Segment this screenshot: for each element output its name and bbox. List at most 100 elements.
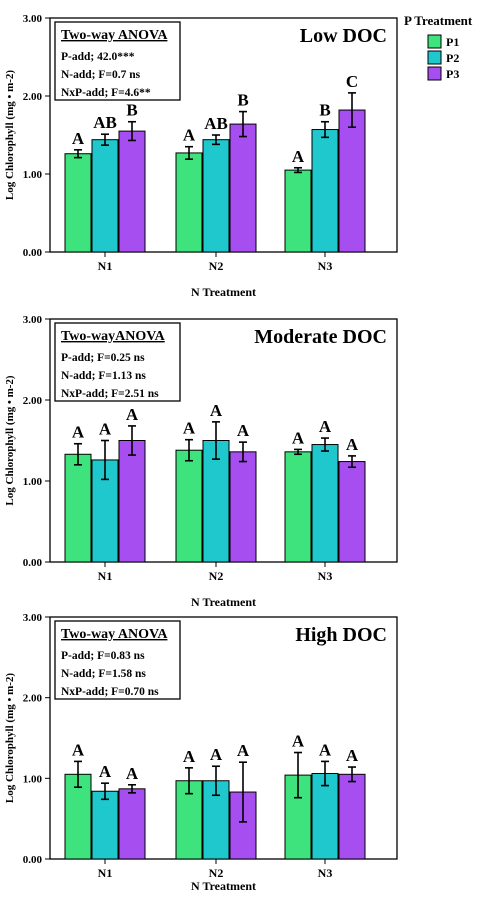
x-tick-label: N3 bbox=[318, 259, 333, 273]
y-tick-label: 0.00 bbox=[23, 557, 43, 569]
anova-line: N-add; F=1.58 ns bbox=[61, 668, 146, 680]
anova-box bbox=[54, 21, 181, 101]
anova-line: NxP-add; F=4.6** bbox=[61, 87, 151, 99]
bar-p3-n3 bbox=[338, 461, 366, 563]
anova-line: P-add; F=0.25 ns bbox=[61, 352, 145, 364]
significance-letter: A bbox=[72, 129, 85, 148]
bar-p2-n2 bbox=[202, 440, 230, 563]
anova-line: N-add; F=1.13 ns bbox=[61, 370, 146, 382]
bar-p2-n1 bbox=[91, 139, 119, 253]
y-axis-label: Log Chlorophyll (mg • m-2) bbox=[4, 70, 16, 200]
anova-line: N-add; F=0.7 ns bbox=[61, 69, 141, 81]
significance-letter: A bbox=[346, 435, 359, 454]
y-tick-label: 2.00 bbox=[23, 693, 43, 705]
chart-panel-1: 0.00 1.00 2.00 3.00 Log Chlorophyll (mg • m-… bbox=[4, 13, 398, 299]
x-tick-label: N1 bbox=[98, 866, 113, 880]
legend-swatch-p3 bbox=[427, 66, 442, 81]
chart-title: High DOC bbox=[295, 624, 387, 646]
bar-p3-n3 bbox=[338, 773, 366, 860]
bar-p3-n3 bbox=[338, 109, 366, 253]
legend-title: P Treatment bbox=[404, 13, 473, 28]
bar-p3-n1 bbox=[118, 130, 146, 253]
legend: P Treatment P1 P2 P3 bbox=[404, 13, 473, 81]
x-tick-label: N2 bbox=[209, 866, 224, 880]
significance-letter: B bbox=[237, 91, 248, 110]
x-tick-label: N3 bbox=[318, 866, 333, 880]
significance-letter: A bbox=[237, 741, 250, 760]
anova-box bbox=[54, 620, 181, 700]
significance-letter: A bbox=[183, 747, 196, 766]
bar-p1-n2 bbox=[175, 152, 203, 253]
anova-line: P-add; 42.0*** bbox=[61, 51, 135, 63]
bar-p1-n1 bbox=[64, 773, 92, 860]
x-tick-label: N2 bbox=[209, 259, 224, 273]
significance-letter: A bbox=[292, 147, 305, 166]
significance-letter: A bbox=[183, 126, 196, 145]
x-tick-label: N1 bbox=[98, 569, 113, 583]
bar-p3-n1 bbox=[118, 440, 146, 563]
bar-p3-n1 bbox=[118, 788, 146, 860]
anova-line: P-add; F=0.83 ns bbox=[61, 650, 145, 662]
bar-p1-n1 bbox=[64, 153, 92, 253]
bar-p2-n3 bbox=[311, 444, 339, 563]
x-tick-label: N1 bbox=[98, 259, 113, 273]
bar-p3-n2 bbox=[229, 123, 257, 253]
chart-title: Moderate DOC bbox=[254, 326, 387, 348]
significance-letter: A bbox=[210, 745, 223, 764]
bar-p2-n1 bbox=[91, 790, 119, 860]
bar-p2-n3 bbox=[311, 129, 339, 253]
significance-letter: A bbox=[72, 423, 85, 442]
significance-letter: A bbox=[99, 420, 112, 439]
x-axis-label: N Treatment bbox=[191, 595, 256, 609]
x-axis-label: N Treatment bbox=[191, 285, 256, 299]
y-tick-label: 3.00 bbox=[23, 612, 43, 624]
y-tick-label: 1.00 bbox=[23, 169, 43, 181]
legend-label-p1: P1 bbox=[446, 35, 459, 49]
bar-p1-n3 bbox=[284, 451, 312, 563]
significance-letter: A bbox=[346, 746, 359, 765]
significance-letter: A bbox=[126, 405, 139, 424]
legend-swatch-p1 bbox=[427, 34, 442, 49]
legend-swatch-p2 bbox=[427, 50, 442, 65]
chart-title: Low DOC bbox=[300, 25, 387, 47]
bar-p1-n1 bbox=[64, 453, 92, 563]
y-tick-label: 3.00 bbox=[23, 13, 43, 25]
x-tick-label: N2 bbox=[209, 569, 224, 583]
legend-label-p3: P3 bbox=[446, 67, 459, 81]
significance-letter: AB bbox=[93, 113, 117, 132]
anova-line: NxP-add; F=0.70 ns bbox=[61, 686, 159, 698]
bar-p2-n2 bbox=[202, 139, 230, 253]
anova-line: NxP-add; F=2.51 ns bbox=[61, 388, 159, 400]
x-tick-label: N3 bbox=[318, 569, 333, 583]
anova-box bbox=[54, 322, 181, 402]
significance-letter: A bbox=[183, 419, 196, 438]
significance-letter: AB bbox=[204, 114, 228, 133]
significance-letter: A bbox=[126, 764, 139, 783]
y-tick-label: 0.00 bbox=[23, 247, 43, 259]
y-tick-label: 2.00 bbox=[23, 395, 43, 407]
x-axis-label: N Treatment bbox=[191, 879, 256, 893]
anova-title: Two-way ANOVA bbox=[61, 627, 168, 642]
bar-p3-n2 bbox=[229, 451, 257, 563]
y-tick-label: 1.00 bbox=[23, 773, 43, 785]
y-axis-label: Log Chlorophyll (mg • m-2) bbox=[4, 375, 16, 505]
significance-letter: A bbox=[237, 421, 250, 440]
chart-panel-3: 0.00 1.00 2.00 3.00 Log Chlorophyll (mg • m-… bbox=[4, 612, 398, 893]
significance-letter: A bbox=[292, 732, 305, 751]
significance-letter: A bbox=[210, 401, 223, 420]
significance-letter: B bbox=[126, 101, 137, 120]
significance-letter: B bbox=[319, 101, 330, 120]
anova-title: Two-way ANOVA bbox=[61, 28, 168, 43]
y-tick-label: 0.00 bbox=[23, 854, 43, 866]
chart-panel-2: 0.00 1.00 2.00 3.00 Log Chlorophyll (mg • m-… bbox=[4, 314, 398, 609]
bar-p1-n3 bbox=[284, 169, 312, 253]
y-axis-label: Log Chlorophyll (mg • m-2) bbox=[4, 673, 16, 803]
significance-letter: A bbox=[319, 740, 332, 759]
significance-letter: A bbox=[319, 417, 332, 436]
significance-letter: A bbox=[72, 740, 85, 759]
bar-p1-n2 bbox=[175, 449, 203, 563]
y-tick-label: 1.00 bbox=[23, 476, 43, 488]
anova-title: Two-wayANOVA bbox=[61, 329, 166, 344]
